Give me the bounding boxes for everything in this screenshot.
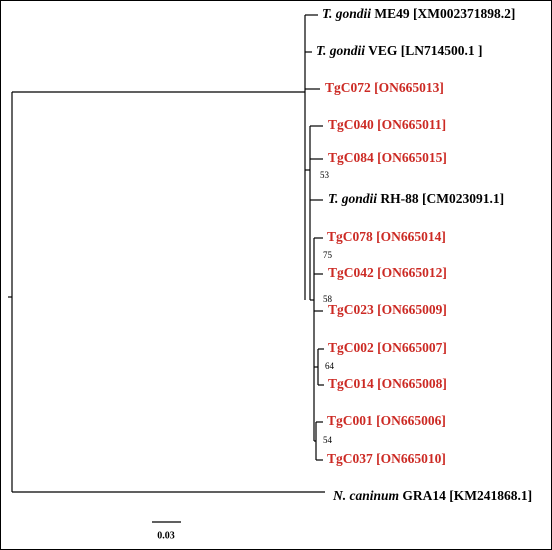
leaf-label: N. caninum GRA14 [KM241868.1] [332, 488, 532, 503]
leaf-label: TgC042 [ON665012] [328, 265, 447, 280]
leaf-label: TgC001 [ON665006] [327, 413, 446, 428]
bootstrap: 64 [325, 361, 335, 371]
species: T. gondii [316, 43, 365, 58]
leaf-label: TgC040 [ON665011] [328, 117, 446, 132]
strain: GRA14 [KM241868.1] [402, 488, 532, 503]
species: T. gondii [322, 6, 371, 21]
strain: ME49 [XM002371898.2] [374, 6, 515, 21]
leaf-labels: T. gondii ME49 [XM002371898.2] T. gondii… [316, 6, 532, 503]
leaf-label: TgC084 [ON665015] [328, 150, 447, 165]
leaf-label: TgC037 [ON665010] [327, 451, 446, 466]
bootstrap: 53 [320, 170, 330, 180]
bootstrap: 75 [323, 250, 333, 260]
leaf-label: T. gondii VEG [LN714500.1 ] [316, 43, 483, 58]
branches [8, 14, 325, 493]
leaf-label: T. gondii RH-88 [CM023091.1] [328, 191, 504, 206]
leaf-label: TgC002 [ON665007] [328, 340, 447, 355]
leaf-label: TgC014 [ON665008] [328, 376, 447, 391]
bootstrap: 58 [323, 294, 333, 304]
species: N. caninum [332, 488, 399, 503]
scale-label: 0.03 [157, 530, 175, 541]
leaf-label: TgC078 [ON665014] [327, 229, 446, 244]
leaf-label: TgC023 [ON665009] [328, 302, 447, 317]
bootstrap-values: 53 75 58 64 54 [320, 170, 335, 445]
bootstrap: 54 [323, 435, 333, 445]
leaf-label: TgC072 [ON665013] [325, 80, 444, 95]
species: T. gondii [328, 191, 377, 206]
strain: VEG [LN714500.1 ] [368, 43, 482, 58]
leaf-label: T. gondii ME49 [XM002371898.2] [322, 6, 515, 21]
strain: RH-88 [CM023091.1] [380, 191, 504, 206]
